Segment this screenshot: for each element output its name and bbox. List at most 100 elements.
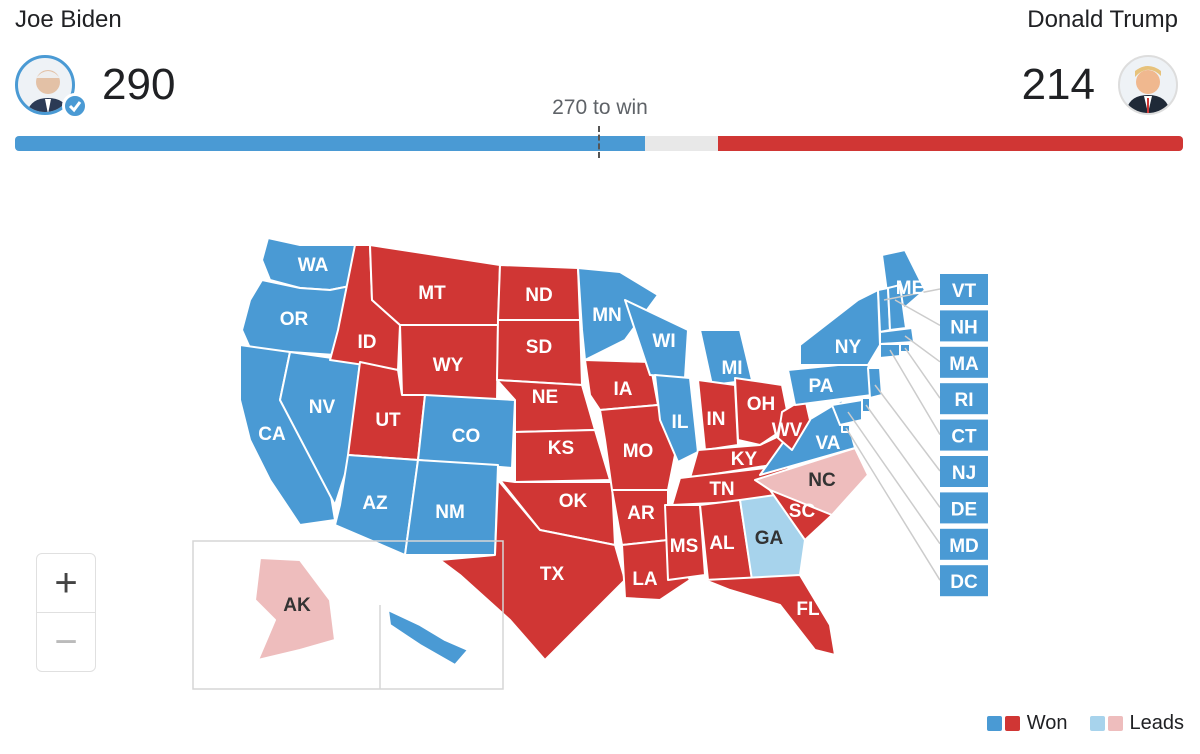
state-az[interactable]: [334, 454, 419, 556]
candidate-right-avatar: [1118, 55, 1178, 115]
state-label-nv: NV: [309, 397, 336, 418]
inset-frame: [192, 540, 504, 690]
callout-label-nj: NJ: [952, 463, 976, 484]
state-label-mt: MT: [418, 283, 446, 304]
state-nj[interactable]: [867, 367, 883, 399]
zoom-in-button[interactable]: +: [36, 553, 96, 613]
callout-box-ma[interactable]: [940, 346, 988, 378]
callout-box-ri[interactable]: [940, 383, 988, 415]
candidate-right-votes: 214: [1021, 60, 1095, 109]
callout-label-ct: CT: [951, 427, 977, 448]
callout-box-nh[interactable]: [940, 310, 988, 342]
legend-swatch-blue-lead: [1089, 716, 1105, 731]
state-tx[interactable]: [439, 479, 626, 661]
state-label-ca: CA: [258, 424, 286, 445]
winner-check-icon: [62, 93, 88, 119]
callout-leader-ri: [904, 347, 941, 399]
legend-swatch-red-lead: [1107, 716, 1123, 731]
state-label-ms: MS: [670, 536, 699, 557]
state-label-or: OR: [280, 309, 309, 330]
state-label-wv: WV: [772, 420, 803, 441]
state-il[interactable]: [654, 374, 699, 463]
state-ak[interactable]: [254, 557, 336, 661]
state-va[interactable]: [759, 399, 856, 476]
electoral-vote-bar: [15, 136, 1183, 151]
callout-box-nj[interactable]: [940, 456, 988, 487]
state-label-mn: MN: [592, 305, 622, 326]
candidate-right-name: Donald Trump: [1027, 6, 1178, 33]
callout-box-dc[interactable]: [940, 565, 988, 597]
bar-right-segment: [718, 136, 1183, 151]
state-label-sc: SC: [789, 501, 816, 522]
callout-leader-ct: [889, 349, 941, 435]
state-oh[interactable]: [734, 377, 791, 446]
state-label-id: ID: [358, 332, 377, 353]
state-label-mo: MO: [623, 441, 654, 462]
state-label-tx: TX: [540, 564, 565, 585]
state-ms[interactable]: [664, 504, 706, 581]
person-icon: [27, 70, 69, 112]
callout-leader-de: [865, 404, 941, 508]
state-hi[interactable]: [387, 609, 469, 666]
state-label-mi: MI: [721, 358, 742, 379]
callout-box-ct[interactable]: [940, 419, 988, 451]
callout-leader-nj: [874, 384, 941, 472]
state-label-tn: TN: [709, 479, 734, 500]
state-label-ky: KY: [731, 449, 758, 470]
legend-swatch-blue-won: [986, 716, 1002, 731]
state-label-az: AZ: [362, 493, 388, 514]
state-label-ut: UT: [375, 410, 401, 431]
bar-left-segment: [15, 136, 645, 151]
state-label-pa: PA: [809, 376, 834, 397]
callout-leader-nh: [894, 299, 941, 327]
callout-box-vt[interactable]: [940, 274, 988, 305]
state-label-ok: OK: [559, 491, 588, 512]
state-label-la: LA: [632, 569, 658, 590]
state-label-me: ME: [896, 278, 925, 299]
callout-label-ma: MA: [949, 354, 979, 375]
state-label-nc: NC: [808, 470, 836, 491]
state-label-ak: AK: [283, 595, 311, 616]
map-legend: Won Leads: [986, 712, 1184, 735]
callout-leader-md: [847, 411, 941, 545]
threshold-marker: [598, 126, 600, 158]
state-in[interactable]: [697, 379, 739, 451]
state-label-ia: IA: [614, 379, 633, 400]
callout-box-md[interactable]: [940, 528, 988, 560]
state-label-fl: FL: [796, 599, 820, 620]
legend-swatch-red-won: [1004, 716, 1020, 731]
legend-won-label: Won: [1026, 712, 1068, 734]
state-label-wi: WI: [652, 331, 675, 352]
state-label-va: VA: [816, 433, 841, 454]
zoom-out-button[interactable]: −: [36, 612, 96, 672]
candidate-left-name: Joe Biden: [15, 6, 122, 33]
state-label-al: AL: [709, 533, 735, 554]
callout-leader-ma: [904, 335, 941, 363]
state-label-co: CO: [452, 426, 481, 447]
state-label-ks: KS: [548, 438, 574, 459]
state-mn[interactable]: [577, 267, 659, 361]
threshold-label: 270 to win: [552, 96, 648, 119]
state-label-oh: OH: [747, 394, 776, 415]
person-icon: [1126, 66, 1170, 113]
callout-box-de[interactable]: [940, 492, 988, 524]
callout-label-dc: DC: [950, 572, 978, 593]
state-label-ny: NY: [835, 337, 862, 358]
callout-label-de: DE: [951, 499, 977, 520]
callout-label-nh: NH: [950, 317, 977, 338]
callout-label-ri: RI: [955, 390, 974, 411]
state-co[interactable]: [417, 394, 516, 469]
callout-leader-dc: [845, 427, 941, 581]
callout-label-vt: VT: [952, 281, 977, 302]
state-label-ne: NE: [532, 387, 558, 408]
state-fl[interactable]: [704, 574, 836, 656]
state-label-wy: WY: [433, 355, 464, 376]
callout-leader-vt: [883, 288, 941, 301]
state-label-ar: AR: [627, 503, 655, 524]
state-ma[interactable]: [879, 327, 915, 345]
state-label-sd: SD: [526, 337, 552, 358]
state-label-hi: HI: [407, 648, 426, 669]
state-label-wa: WA: [298, 255, 329, 276]
state-md[interactable]: [831, 399, 863, 426]
